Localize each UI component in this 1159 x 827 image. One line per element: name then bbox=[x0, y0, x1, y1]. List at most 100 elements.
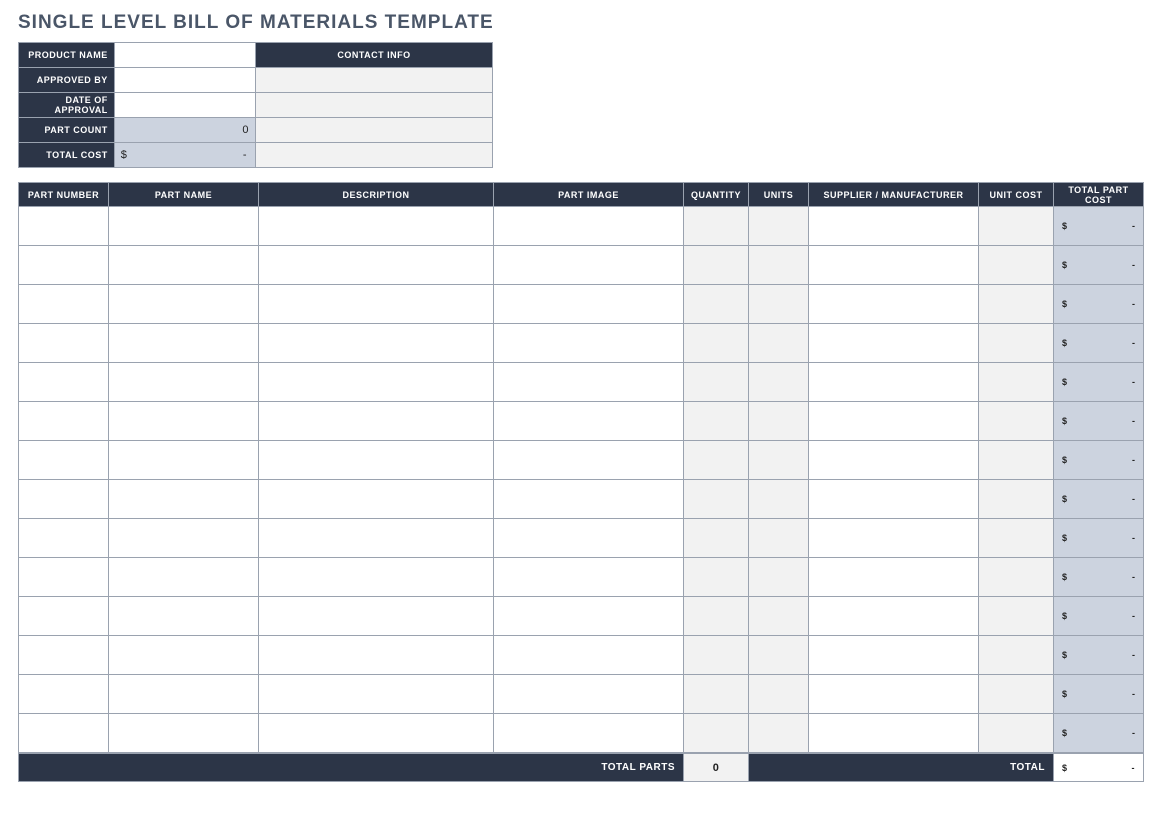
bom-cell[interactable] bbox=[749, 675, 809, 714]
bom-cell[interactable] bbox=[109, 441, 259, 480]
bom-cell[interactable] bbox=[809, 324, 979, 363]
bom-cell[interactable] bbox=[259, 675, 494, 714]
summary-contact-row2[interactable] bbox=[255, 93, 492, 118]
bom-cell[interactable] bbox=[749, 714, 809, 753]
bom-cell[interactable] bbox=[259, 285, 494, 324]
bom-cell[interactable] bbox=[494, 246, 684, 285]
bom-cell[interactable] bbox=[684, 402, 749, 441]
bom-cell[interactable] bbox=[979, 558, 1054, 597]
bom-cell[interactable] bbox=[684, 714, 749, 753]
bom-cell[interactable] bbox=[109, 675, 259, 714]
bom-cell[interactable] bbox=[109, 402, 259, 441]
bom-cell[interactable] bbox=[19, 480, 109, 519]
bom-cell[interactable] bbox=[809, 597, 979, 636]
bom-cell[interactable] bbox=[684, 675, 749, 714]
bom-cell[interactable] bbox=[494, 636, 684, 675]
bom-cell[interactable] bbox=[979, 597, 1054, 636]
bom-cell[interactable] bbox=[19, 441, 109, 480]
bom-cell[interactable] bbox=[19, 324, 109, 363]
bom-cell[interactable] bbox=[259, 480, 494, 519]
bom-cell[interactable] bbox=[109, 246, 259, 285]
summary-contact-row1[interactable] bbox=[255, 68, 492, 93]
bom-cell[interactable] bbox=[684, 285, 749, 324]
bom-cell[interactable] bbox=[494, 480, 684, 519]
bom-cell[interactable] bbox=[979, 714, 1054, 753]
bom-cell[interactable] bbox=[749, 363, 809, 402]
bom-cell[interactable] bbox=[19, 363, 109, 402]
bom-cell[interactable] bbox=[809, 207, 979, 246]
bom-cell[interactable] bbox=[749, 246, 809, 285]
bom-cell[interactable] bbox=[109, 207, 259, 246]
bom-cell[interactable] bbox=[19, 675, 109, 714]
bom-cell[interactable] bbox=[109, 636, 259, 675]
bom-cell[interactable] bbox=[19, 597, 109, 636]
summary-contact-row4[interactable] bbox=[255, 143, 492, 168]
bom-cell[interactable] bbox=[259, 207, 494, 246]
summary-value-approved-by[interactable] bbox=[114, 68, 255, 93]
bom-cell[interactable] bbox=[979, 363, 1054, 402]
bom-cell[interactable] bbox=[809, 480, 979, 519]
bom-cell[interactable] bbox=[979, 285, 1054, 324]
bom-cell[interactable] bbox=[109, 597, 259, 636]
bom-cell[interactable] bbox=[19, 714, 109, 753]
bom-cell[interactable] bbox=[979, 480, 1054, 519]
bom-cell[interactable] bbox=[749, 402, 809, 441]
bom-cell[interactable] bbox=[259, 597, 494, 636]
bom-cell[interactable] bbox=[109, 519, 259, 558]
bom-cell[interactable] bbox=[749, 558, 809, 597]
bom-cell[interactable] bbox=[259, 519, 494, 558]
bom-cell[interactable] bbox=[109, 714, 259, 753]
bom-cell[interactable] bbox=[979, 441, 1054, 480]
bom-cell[interactable] bbox=[809, 675, 979, 714]
bom-cell[interactable] bbox=[109, 285, 259, 324]
bom-cell[interactable] bbox=[749, 285, 809, 324]
bom-cell[interactable] bbox=[979, 636, 1054, 675]
bom-cell[interactable] bbox=[19, 246, 109, 285]
bom-cell[interactable] bbox=[259, 441, 494, 480]
bom-cell[interactable] bbox=[749, 441, 809, 480]
bom-cell[interactable] bbox=[749, 207, 809, 246]
bom-cell[interactable] bbox=[494, 441, 684, 480]
bom-cell[interactable] bbox=[809, 441, 979, 480]
bom-cell[interactable] bbox=[749, 480, 809, 519]
bom-cell[interactable] bbox=[684, 636, 749, 675]
bom-cell[interactable] bbox=[259, 402, 494, 441]
bom-cell[interactable] bbox=[809, 636, 979, 675]
bom-cell[interactable] bbox=[809, 402, 979, 441]
bom-cell[interactable] bbox=[109, 558, 259, 597]
bom-cell[interactable] bbox=[684, 441, 749, 480]
bom-cell[interactable] bbox=[259, 246, 494, 285]
bom-cell[interactable] bbox=[109, 480, 259, 519]
bom-cell[interactable] bbox=[979, 675, 1054, 714]
bom-cell[interactable] bbox=[809, 285, 979, 324]
summary-value-product-name[interactable] bbox=[114, 43, 255, 68]
bom-cell[interactable] bbox=[979, 246, 1054, 285]
bom-cell[interactable] bbox=[684, 363, 749, 402]
bom-cell[interactable] bbox=[494, 558, 684, 597]
bom-cell[interactable] bbox=[684, 519, 749, 558]
bom-cell[interactable] bbox=[809, 363, 979, 402]
summary-value-date-approval[interactable] bbox=[114, 93, 255, 118]
bom-cell[interactable] bbox=[19, 402, 109, 441]
bom-cell[interactable] bbox=[809, 714, 979, 753]
bom-cell[interactable] bbox=[109, 324, 259, 363]
bom-cell[interactable] bbox=[979, 519, 1054, 558]
bom-cell[interactable] bbox=[494, 363, 684, 402]
bom-cell[interactable] bbox=[259, 636, 494, 675]
bom-cell[interactable] bbox=[684, 558, 749, 597]
bom-cell[interactable] bbox=[749, 324, 809, 363]
bom-cell[interactable] bbox=[684, 324, 749, 363]
bom-cell[interactable] bbox=[494, 402, 684, 441]
bom-cell[interactable] bbox=[259, 714, 494, 753]
bom-cell[interactable] bbox=[259, 558, 494, 597]
bom-cell[interactable] bbox=[749, 597, 809, 636]
bom-cell[interactable] bbox=[19, 519, 109, 558]
bom-cell[interactable] bbox=[979, 207, 1054, 246]
bom-cell[interactable] bbox=[809, 519, 979, 558]
bom-cell[interactable] bbox=[494, 519, 684, 558]
bom-cell[interactable] bbox=[979, 324, 1054, 363]
bom-cell[interactable] bbox=[809, 246, 979, 285]
bom-cell[interactable] bbox=[109, 363, 259, 402]
bom-cell[interactable] bbox=[19, 636, 109, 675]
bom-cell[interactable] bbox=[684, 246, 749, 285]
